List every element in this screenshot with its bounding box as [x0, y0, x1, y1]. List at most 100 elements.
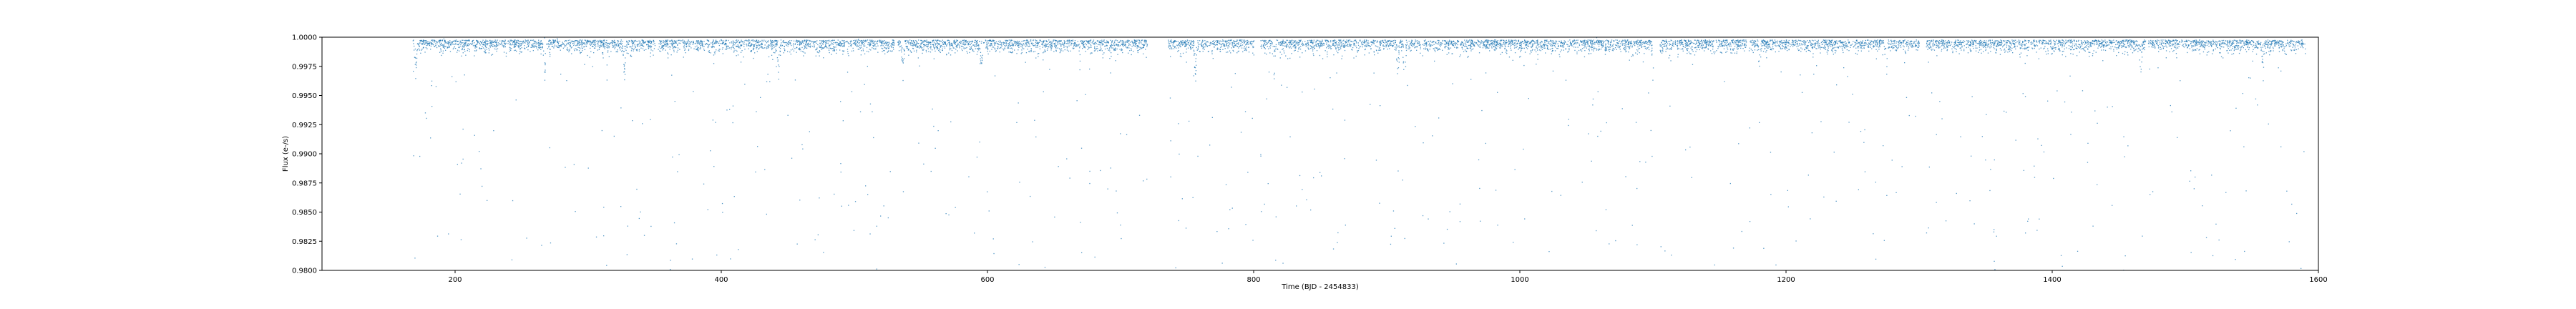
data-point	[640, 47, 642, 49]
data-point	[907, 46, 908, 47]
data-point	[592, 66, 593, 67]
data-point	[482, 39, 484, 41]
data-point	[1211, 50, 1213, 52]
data-point	[1297, 44, 1299, 46]
data-point	[1551, 42, 1553, 44]
data-point	[711, 42, 713, 44]
data-point	[1938, 47, 1940, 49]
data-point	[819, 42, 821, 44]
data-point	[1958, 42, 1960, 44]
data-point	[518, 46, 519, 49]
data-point	[621, 50, 623, 52]
data-point	[1455, 43, 1457, 44]
data-point	[1860, 41, 1862, 43]
data-point	[1012, 51, 1013, 52]
data-point	[759, 46, 761, 48]
data-point	[887, 44, 889, 46]
data-point	[650, 49, 652, 51]
data-point	[2096, 41, 2097, 43]
data-point	[809, 39, 811, 41]
data-point	[860, 54, 862, 56]
data-point	[1718, 46, 1719, 48]
data-point	[819, 50, 820, 52]
data-point	[464, 45, 465, 46]
data-point	[2070, 49, 2072, 51]
data-point	[1890, 41, 1893, 43]
data-point	[992, 46, 995, 48]
data-point	[2152, 191, 2154, 192]
data-point	[1591, 42, 1593, 44]
data-point	[2158, 46, 2160, 48]
data-point	[1669, 54, 1671, 57]
data-point	[673, 49, 675, 51]
data-point	[2059, 50, 2060, 52]
data-point	[1122, 52, 1123, 54]
data-point	[983, 42, 985, 44]
data-point	[2278, 42, 2279, 44]
data-point	[791, 40, 793, 41]
data-point	[2258, 42, 2260, 44]
data-point	[1430, 44, 1432, 46]
data-point	[600, 40, 602, 41]
data-point	[1916, 42, 1918, 44]
data-point	[679, 49, 680, 50]
data-point	[478, 41, 479, 43]
data-point	[1520, 56, 1521, 57]
data-point	[474, 134, 475, 136]
data-point	[1099, 49, 1101, 52]
data-point	[1169, 48, 1171, 49]
data-point	[2208, 42, 2210, 44]
data-point	[442, 52, 444, 54]
data-point	[1055, 46, 1057, 48]
data-point	[1473, 44, 1475, 46]
data-point	[1333, 44, 1335, 46]
data-point	[672, 46, 673, 48]
data-point	[1885, 47, 1887, 49]
data-point	[503, 46, 504, 48]
data-point	[2195, 44, 2197, 46]
data-point	[887, 46, 889, 48]
data-point	[2279, 43, 2280, 44]
data-point	[2131, 41, 2132, 44]
data-point	[726, 40, 727, 41]
data-point	[2124, 255, 2126, 257]
data-point	[1442, 49, 1443, 51]
data-point	[799, 44, 801, 46]
data-point	[419, 155, 421, 157]
data-point	[1744, 39, 1745, 41]
data-point	[1616, 45, 1617, 46]
data-point	[2213, 41, 2215, 44]
data-point	[2212, 255, 2214, 257]
data-point	[1770, 194, 1772, 195]
data-point	[2157, 44, 2158, 46]
data-point	[1244, 47, 1246, 49]
data-point	[1832, 39, 1833, 41]
data-point	[1252, 117, 1253, 119]
data-point	[492, 41, 494, 43]
data-point	[542, 54, 544, 56]
data-point	[1000, 41, 1001, 43]
data-point	[2133, 47, 2135, 49]
data-point	[902, 58, 903, 59]
data-point	[2007, 49, 2009, 50]
data-point	[1804, 49, 1805, 51]
data-point	[1863, 142, 1865, 143]
data-point	[855, 44, 857, 46]
data-point	[980, 52, 982, 53]
data-point	[1519, 41, 1521, 43]
data-point	[1179, 42, 1180, 44]
data-point	[2065, 56, 2067, 57]
data-point	[1317, 44, 1319, 45]
data-point	[1797, 39, 1800, 41]
data-point	[1524, 40, 1526, 41]
data-point	[776, 43, 777, 44]
data-point	[1232, 42, 1234, 44]
data-point	[2168, 40, 2170, 41]
data-point	[1909, 42, 1911, 44]
data-point	[2057, 49, 2059, 50]
data-point	[841, 205, 842, 207]
data-point	[1232, 46, 1234, 47]
data-point	[499, 43, 500, 44]
data-point	[459, 193, 461, 195]
data-point	[1332, 41, 1334, 43]
